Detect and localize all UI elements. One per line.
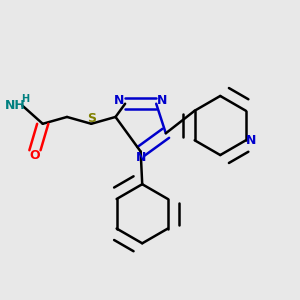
Text: N: N (114, 94, 125, 107)
Text: N: N (136, 151, 146, 164)
Text: H: H (21, 94, 29, 104)
Text: N: N (246, 134, 256, 147)
Text: NH: NH (5, 99, 26, 112)
Text: N: N (157, 94, 167, 107)
Text: O: O (30, 149, 40, 162)
Text: S: S (87, 112, 96, 125)
